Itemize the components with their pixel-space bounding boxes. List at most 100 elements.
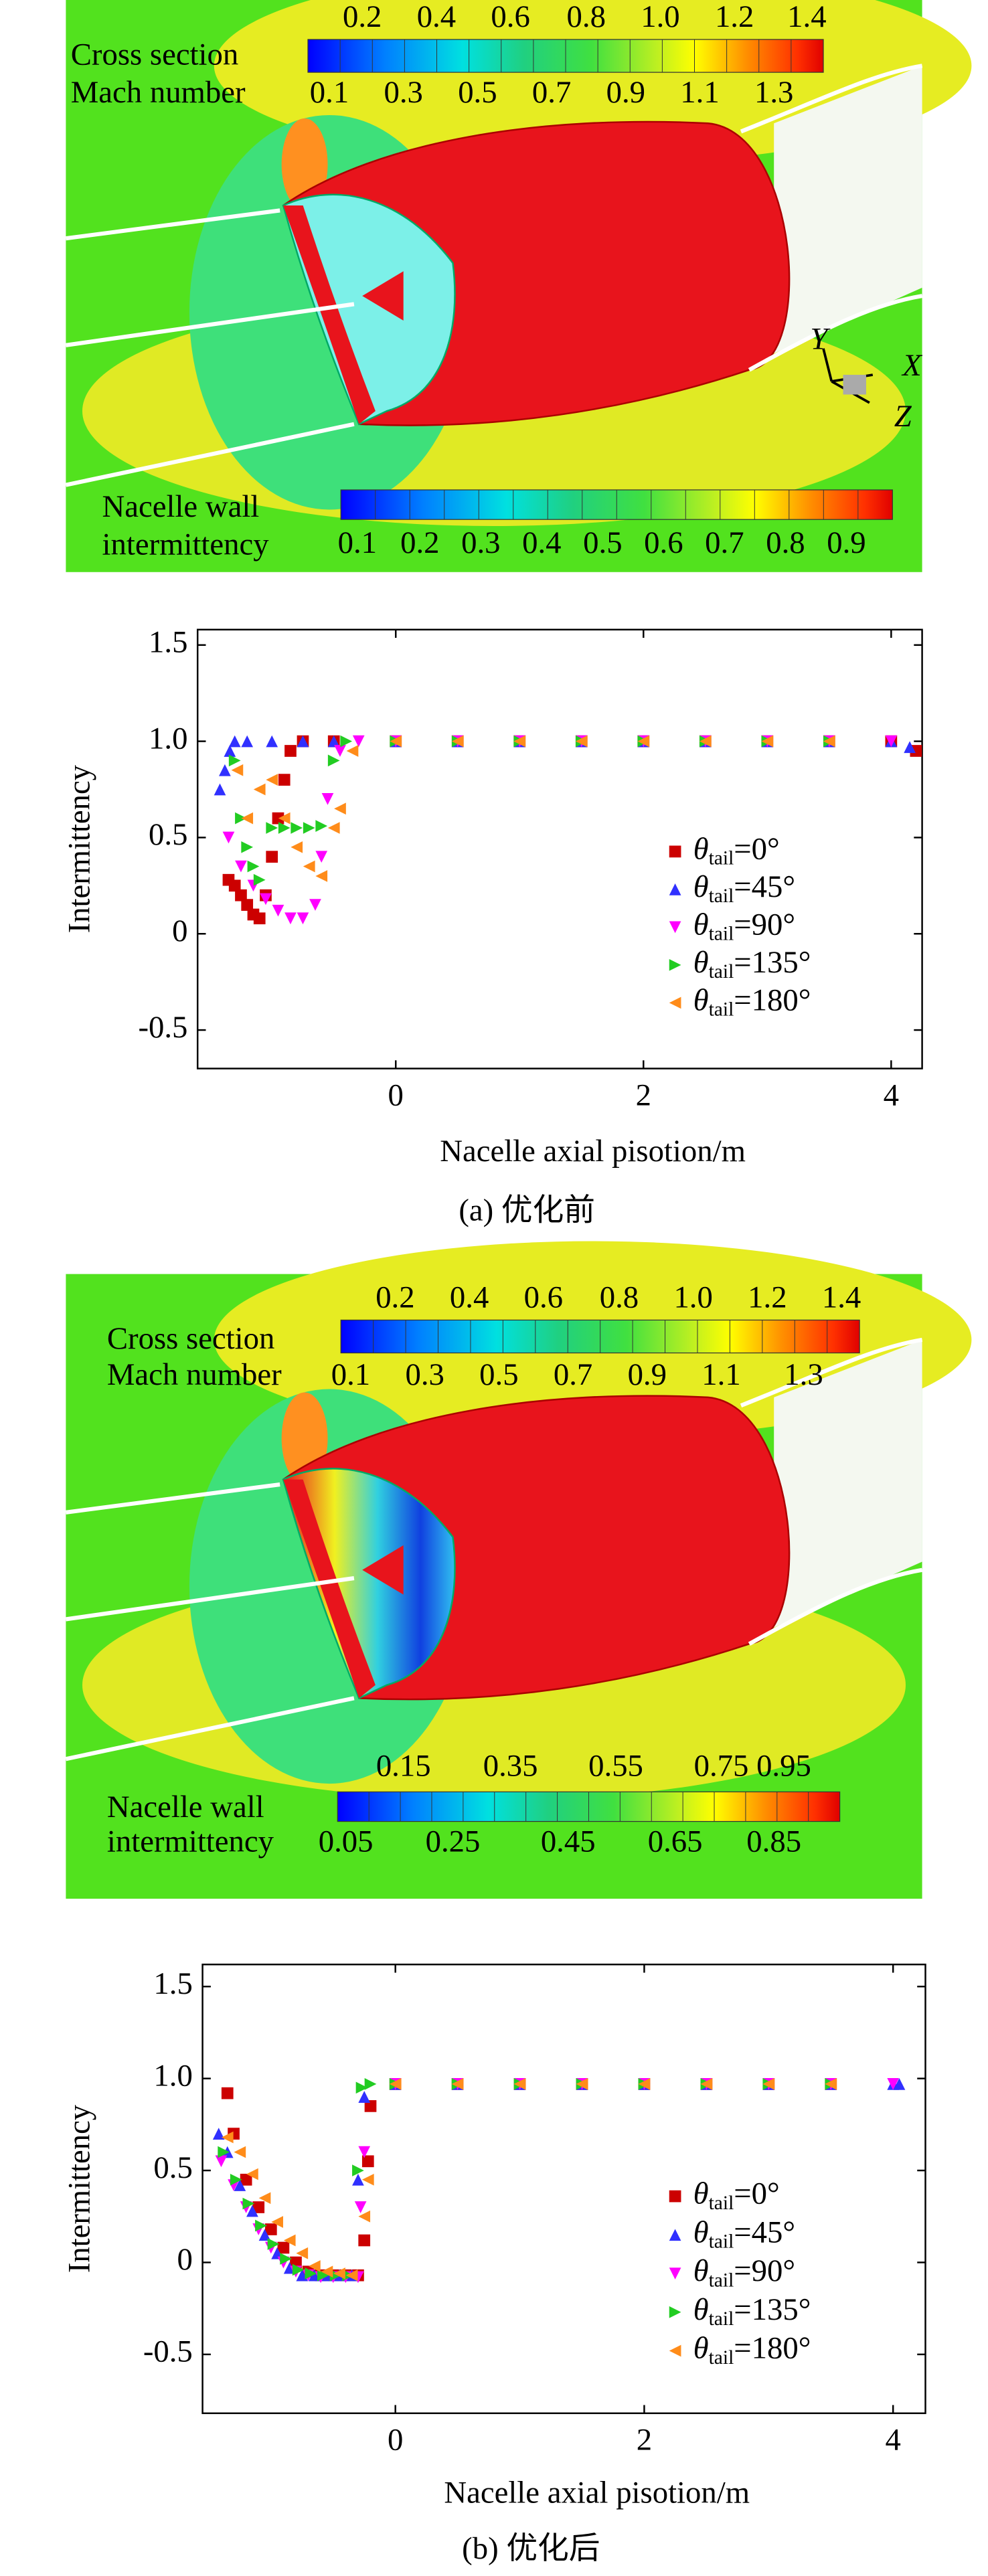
marker — [267, 2238, 280, 2250]
streamline — [66, 208, 280, 241]
legend-label-part: =0° — [734, 2176, 779, 2211]
colorbar-label: 1.2 — [715, 0, 754, 34]
marker — [321, 2265, 333, 2278]
legend-label-part: θ — [693, 945, 709, 980]
legend-label-part: =180° — [734, 982, 811, 1017]
legend-marker — [669, 2267, 681, 2280]
marker — [334, 745, 346, 757]
marker — [235, 860, 247, 873]
legend-label-part: =135° — [734, 2292, 811, 2327]
marker — [315, 851, 328, 863]
marker — [762, 2078, 775, 2090]
colorbar-label: 0.6 — [644, 525, 683, 560]
marker — [315, 820, 328, 832]
mach-title: Cross section — [107, 1321, 274, 1356]
marker — [355, 2081, 368, 2094]
plot-frame — [201, 1964, 926, 2415]
colorbar-label: 1.3 — [754, 75, 793, 110]
marker — [358, 2234, 371, 2247]
marker — [291, 822, 303, 834]
legend-label-part: θ — [693, 2330, 709, 2365]
marker — [575, 735, 588, 748]
y-axis-label: Intermittency — [62, 764, 97, 933]
marker — [354, 2201, 367, 2213]
legend-label-part: θ — [693, 2253, 709, 2288]
marker — [761, 735, 774, 748]
colorbar-label: 1.3 — [784, 1357, 823, 1392]
marker — [221, 2131, 234, 2144]
marker — [219, 764, 231, 776]
marker — [309, 2260, 321, 2272]
legend-label-part: tail — [709, 2308, 734, 2330]
marker — [638, 2078, 651, 2090]
y-tick-label: 1.5 — [149, 625, 187, 660]
colorbar-label: 1.1 — [702, 1357, 740, 1392]
mach-title: Cross section — [71, 37, 238, 72]
legend-marker — [669, 883, 681, 895]
marker — [451, 2078, 464, 2090]
streamline — [748, 1567, 923, 1646]
colorbar-label: 0.75 — [694, 1749, 749, 1784]
streamline — [66, 1482, 280, 1515]
legend-label-part: θ — [693, 907, 709, 942]
marker — [255, 2219, 267, 2232]
marker — [241, 899, 254, 911]
marker — [361, 2155, 374, 2168]
legend-marker — [669, 2344, 681, 2357]
y-tick-label: 0 — [177, 2242, 192, 2277]
nacelle-lip — [283, 1479, 376, 1699]
legend-label: θtail=180° — [693, 982, 811, 1020]
colorbar-label: 0.2 — [376, 1280, 414, 1315]
marker — [247, 860, 260, 873]
marker — [228, 735, 241, 748]
legend-label-part: tail — [709, 885, 734, 907]
legend-label-part: =45° — [734, 869, 795, 904]
colorbar-label: 0.8 — [600, 1280, 639, 1315]
colorbar-label: 0.7 — [554, 1357, 592, 1392]
marker — [390, 735, 402, 748]
spinner — [362, 1545, 404, 1595]
marker — [451, 735, 464, 748]
marker — [278, 822, 291, 834]
marker — [264, 2223, 277, 2235]
colorbar-label: 1.1 — [680, 75, 719, 110]
marker — [253, 783, 266, 796]
marker — [309, 899, 321, 911]
marker — [235, 889, 247, 901]
marker — [230, 2173, 242, 2186]
streamline — [65, 302, 355, 347]
marker — [321, 793, 334, 805]
y-tick-label: 0.5 — [153, 2150, 192, 2185]
marker — [280, 2253, 292, 2265]
colorbar-label: 0.3 — [461, 525, 500, 560]
nacelle-inlet — [282, 1468, 456, 1700]
plot-frame — [196, 628, 923, 1069]
marker — [358, 2091, 371, 2103]
colorbar-label: 0.4 — [522, 525, 561, 560]
x-tick-label: 4 — [884, 1078, 899, 1113]
y-tick-label: -0.5 — [138, 1010, 187, 1045]
axis-triad — [843, 375, 866, 395]
x-tick-label: 0 — [388, 1078, 404, 1113]
mach-title: Mach number — [107, 1357, 282, 1392]
legend-marker — [669, 958, 681, 971]
colorbar-label: 0.35 — [483, 1749, 538, 1784]
marker — [364, 2100, 377, 2112]
legend-label-part: =90° — [734, 2253, 795, 2288]
x-axis-label: Nacelle axial pisotion/m — [444, 2475, 750, 2510]
marker — [222, 831, 235, 844]
marker — [893, 2078, 906, 2090]
marker — [317, 2269, 329, 2282]
nacelle-lip — [283, 205, 376, 424]
wall-title: intermittency — [102, 527, 270, 562]
y-tick-label: -0.5 — [143, 2334, 193, 2369]
colorbar-label: 0.2 — [343, 0, 382, 34]
legend-label-part: θ — [693, 2215, 709, 2249]
marker — [825, 2078, 837, 2090]
marker — [513, 2078, 526, 2090]
y-tick-label: 1.0 — [149, 721, 187, 756]
marker — [358, 2146, 371, 2158]
marker — [885, 735, 898, 748]
legend-label: θtail=135° — [693, 2292, 811, 2330]
marker — [253, 873, 266, 886]
